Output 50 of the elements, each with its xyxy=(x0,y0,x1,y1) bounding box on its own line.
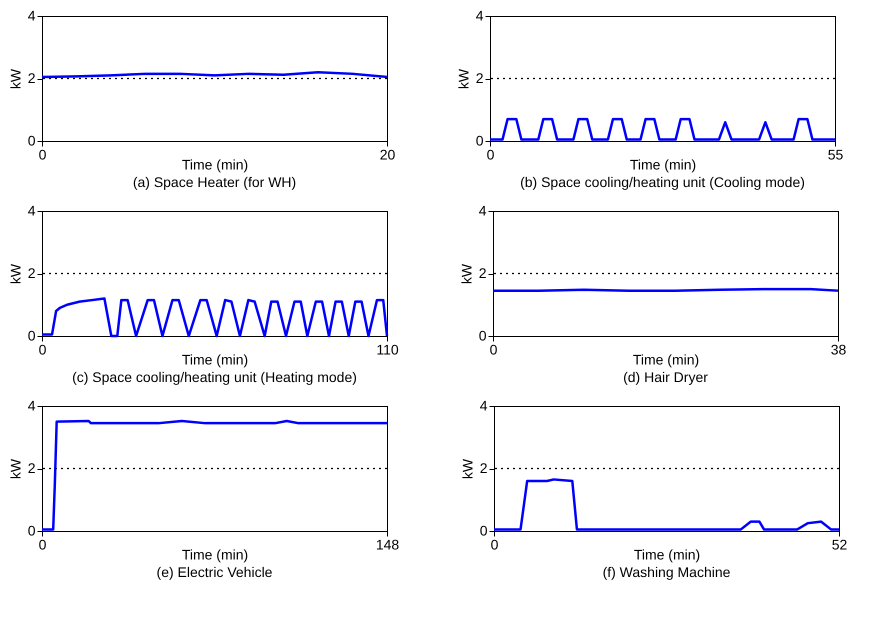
x-tick-label: 0 xyxy=(38,342,47,358)
y-axis-title: kW xyxy=(456,68,472,90)
y-tick-label: 2 xyxy=(28,265,36,281)
x-tick-label: 0 xyxy=(490,342,498,358)
text: (f) Washing Machine xyxy=(602,564,731,580)
y-tick-label: 0 xyxy=(28,132,36,148)
text: (a) Space Heater (for WH) xyxy=(132,174,296,190)
x-axis-title: Time (min) xyxy=(632,352,700,368)
y-tick-label: 2 xyxy=(478,265,487,281)
line-series xyxy=(40,297,388,338)
x-tick-label: 148 xyxy=(376,536,400,552)
x-tick-label: 38 xyxy=(830,342,846,358)
y-tick-label: 4 xyxy=(476,8,484,24)
text: (e) Electric Vehicle xyxy=(156,564,273,580)
x-axis-title: Time (min) xyxy=(182,156,248,172)
y-tick-label: 4 xyxy=(480,398,488,414)
y-axis-title: kW xyxy=(458,263,475,284)
x-tick-label: 20 xyxy=(380,146,396,162)
text: (c) Space cooling/heating unit (Heating mode) xyxy=(72,369,357,385)
x-tick-label: 0 xyxy=(38,146,47,162)
y-tick-label: 2 xyxy=(28,460,36,476)
text: (b) Space cooling/heating unit (Cooling mode) xyxy=(520,174,805,190)
y-tick-label: 0 xyxy=(480,522,488,538)
text: (d) Hair Dryer xyxy=(623,369,708,385)
x-tick-label: 52 xyxy=(832,536,848,552)
y-tick-label: 2 xyxy=(480,460,488,476)
x-tick-label: 0 xyxy=(38,536,47,552)
x-tick-label: 110 xyxy=(376,342,399,358)
y-axis-title: kW xyxy=(8,458,24,480)
x-axis-title: Time (min) xyxy=(634,546,700,562)
x-tick-label: 0 xyxy=(490,536,499,552)
y-tick-label: 0 xyxy=(478,328,487,344)
line-series xyxy=(40,420,388,531)
y-axis-title: kW xyxy=(460,458,476,480)
y-tick-label: 4 xyxy=(478,202,487,218)
y-tick-label: 4 xyxy=(28,202,36,218)
y-axis-title: kW xyxy=(8,68,24,90)
x-tick-label: 55 xyxy=(828,146,844,162)
y-tick-label: 4 xyxy=(28,8,36,24)
y-tick-label: 2 xyxy=(28,70,36,86)
x-axis-title: Time (min) xyxy=(182,352,248,368)
y-tick-label: 4 xyxy=(28,398,36,414)
y-tick-label: 2 xyxy=(476,70,484,86)
y-tick-label: 0 xyxy=(28,328,36,344)
y-tick-label: 0 xyxy=(476,132,484,148)
y-tick-label: 0 xyxy=(28,522,36,538)
x-axis-title: Time (min) xyxy=(630,156,696,172)
y-axis-title: kW xyxy=(8,263,24,284)
line-series xyxy=(492,478,840,531)
x-axis-title: Time (min) xyxy=(182,546,248,562)
